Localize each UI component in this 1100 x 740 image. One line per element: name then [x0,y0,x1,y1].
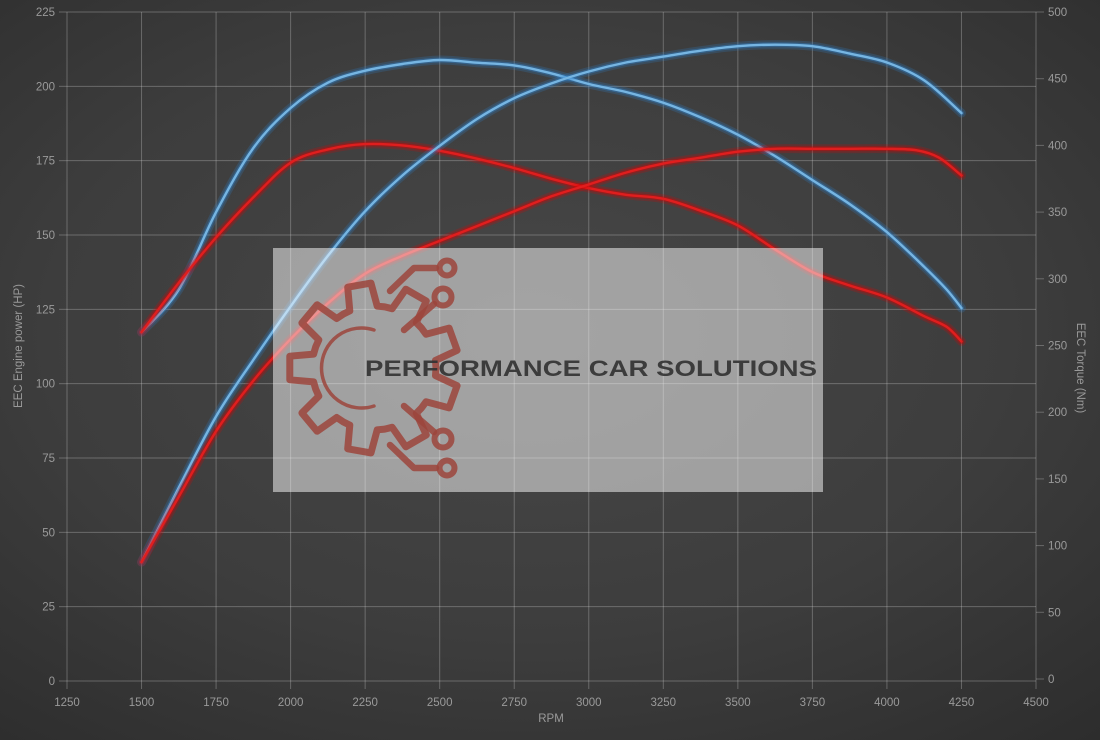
x-tick-label: 2250 [352,697,378,709]
y-right-tick-label: 50 [1048,607,1061,619]
y-right-tick-label: 450 [1048,74,1067,86]
x-tick-label: 1500 [129,697,155,709]
y-left-tick-label: 225 [36,7,55,19]
y-left-tick-label: 0 [49,676,55,688]
x-tick-label: 3000 [576,697,602,709]
axis-titles: RPM EEC Engine power (HP) EEC Torque (Nm… [13,284,1086,725]
gear-circuit-logo-icon [286,257,461,479]
curve-torque-tuned-nm [140,58,963,334]
y-left-tick-label: 200 [36,81,55,93]
y-right-tick-label: 300 [1048,274,1067,286]
y-right-tick-label: 0 [1048,674,1054,686]
circuit-trace-1 [386,264,440,295]
y-right-tick-label: 250 [1048,341,1067,353]
x-tick-label: 3250 [651,697,677,709]
y-right-tick-label: 400 [1048,140,1067,152]
x-tick-label: 4000 [874,697,900,709]
x-tick-label: 2750 [501,697,527,709]
watermark-text: PERFORMANCE CAR SOLUTIONS [365,356,817,381]
circuit-terminal-2 [431,285,455,309]
x-tick-label: 1250 [54,697,80,709]
y-left-tick-label: 100 [36,379,55,391]
x-tick-label: 1750 [203,697,229,709]
circuit-trace-2 [400,300,438,334]
y-right-tick-label: 200 [1048,407,1067,419]
circuit-terminal-3 [431,427,455,451]
curve-torque-stock-nm [140,142,963,343]
dyno-curves [137,40,966,567]
grid-and-ticks: 1250 1500 1750 2000 2250 2500 2750 3000 3250 3500… [36,7,1067,709]
x-axis-title: RPM [538,713,564,725]
y-right-tick-label: 500 [1048,7,1067,19]
y-right-axis-title: EEC Torque (Nm) [1074,323,1086,414]
x-tick-label: 4250 [949,697,975,709]
gear-inner-arc [319,326,376,410]
watermark: PERFORMANCE CAR SOLUTIONS [273,248,823,492]
x-tick-label: 3500 [725,697,751,709]
x-tick-label: 3750 [800,697,826,709]
circuit-terminal-4 [436,457,458,479]
x-tick-label: 4500 [1023,697,1049,709]
x-tick-label: 2500 [427,697,453,709]
x-tick-label: 2000 [278,697,304,709]
y-left-tick-label: 150 [36,230,55,242]
circuit-trace-4 [386,441,440,472]
y-right-tick-label: 100 [1048,541,1067,553]
circuit-trace-3 [400,402,438,436]
y-right-tick-label: 350 [1048,207,1067,219]
y-left-tick-label: 50 [42,527,55,539]
y-right-tick-label: 150 [1048,474,1067,486]
y-left-tick-label: 75 [42,453,55,465]
y-left-tick-label: 125 [36,304,55,316]
y-left-tick-label: 175 [36,156,55,168]
curve-power-tuned-hp [140,43,963,564]
circuit-terminal-1 [436,257,458,279]
y-left-tick-label: 25 [42,602,55,614]
y-left-axis-title: EEC Engine power (HP) [13,284,25,408]
